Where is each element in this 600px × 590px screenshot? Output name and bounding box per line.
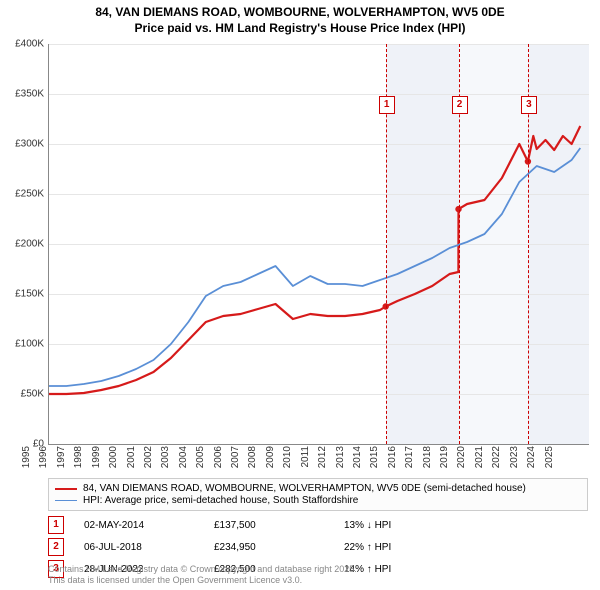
- y-tick-label: £400K: [0, 39, 44, 50]
- x-tick-label: 2021: [474, 446, 485, 478]
- legend-row: 84, VAN DIEMANS ROAD, WOMBOURNE, WOLVERH…: [55, 483, 581, 494]
- x-tick-label: 2009: [265, 446, 276, 478]
- x-tick-label: 2016: [387, 446, 398, 478]
- footnote-line-1: Contains HM Land Registry data © Crown c…: [48, 564, 357, 574]
- legend-label: 84, VAN DIEMANS ROAD, WOMBOURNE, WOLVERH…: [83, 483, 526, 494]
- event-date: 06-JUL-2018: [84, 542, 214, 553]
- event-marker-badge: 2: [48, 538, 64, 556]
- x-tick-label: 2014: [352, 446, 363, 478]
- x-tick-label: 2012: [317, 446, 328, 478]
- event-delta: 22% ↑ HPI: [344, 542, 391, 553]
- x-tick-label: 2018: [422, 446, 433, 478]
- x-tick-label: 2013: [335, 446, 346, 478]
- x-tick-label: 1998: [73, 446, 84, 478]
- x-tick-label: 2007: [230, 446, 241, 478]
- x-tick-label: 2008: [247, 446, 258, 478]
- sale-marker-badge: 3: [521, 96, 537, 114]
- title-line-2: Price paid vs. HM Land Registry's House …: [135, 21, 466, 35]
- event-row: 2 06-JUL-2018£234,95022% ↑ HPI: [48, 538, 588, 556]
- x-tick-label: 2020: [456, 446, 467, 478]
- x-tick-label: 1995: [21, 446, 32, 478]
- sale-marker-badge: 2: [452, 96, 468, 114]
- x-tick-label: 2001: [126, 446, 137, 478]
- y-tick-label: £200K: [0, 239, 44, 250]
- sale-marker-badge: 1: [379, 96, 395, 114]
- series-line-property: [49, 126, 580, 394]
- y-tick-label: £100K: [0, 339, 44, 350]
- legend-row: HPI: Average price, semi-detached house,…: [55, 495, 581, 506]
- x-tick-label: 2010: [282, 446, 293, 478]
- legend-swatch: [55, 500, 77, 501]
- x-tick-label: 2022: [491, 446, 502, 478]
- event-price: £234,950: [214, 542, 344, 553]
- footnote: Contains HM Land Registry data © Crown c…: [48, 564, 357, 587]
- series-line-hpi: [49, 148, 580, 386]
- legend-label: HPI: Average price, semi-detached house,…: [83, 495, 358, 506]
- y-tick-label: £350K: [0, 89, 44, 100]
- line-layer: [49, 44, 589, 444]
- title-line-1: 84, VAN DIEMANS ROAD, WOMBOURNE, WOLVERH…: [95, 5, 504, 19]
- y-tick-label: £300K: [0, 139, 44, 150]
- event-delta: 13% ↓ HPI: [344, 520, 391, 531]
- x-tick-label: 2023: [509, 446, 520, 478]
- y-tick-label: £250K: [0, 189, 44, 200]
- event-marker-badge: 1: [48, 516, 64, 534]
- x-tick-label: 2019: [439, 446, 450, 478]
- x-tick-label: 2006: [213, 446, 224, 478]
- footnote-line-2: This data is licensed under the Open Gov…: [48, 575, 302, 585]
- legend: 84, VAN DIEMANS ROAD, WOMBOURNE, WOLVERH…: [48, 478, 588, 511]
- x-tick-label: 1997: [56, 446, 67, 478]
- x-tick-label: 2024: [526, 446, 537, 478]
- y-tick-label: £50K: [0, 389, 44, 400]
- x-tick-label: 2003: [160, 446, 171, 478]
- x-tick-label: 2017: [404, 446, 415, 478]
- x-tick-label: 2025: [544, 446, 555, 478]
- event-price: £137,500: [214, 520, 344, 531]
- chart-title: 84, VAN DIEMANS ROAD, WOMBOURNE, WOLVERH…: [0, 0, 600, 36]
- y-tick-label: £150K: [0, 289, 44, 300]
- plot-region: 1 2 3: [48, 44, 589, 445]
- x-tick-label: 2015: [369, 446, 380, 478]
- legend-swatch: [55, 488, 77, 490]
- event-date: 02-MAY-2014: [84, 520, 214, 531]
- chart-area: 1 2 3: [48, 44, 588, 444]
- event-row: 1 02-MAY-2014£137,50013% ↓ HPI: [48, 516, 588, 534]
- x-tick-label: 2011: [300, 446, 311, 478]
- x-tick-label: 2000: [108, 446, 119, 478]
- x-tick-label: 1999: [91, 446, 102, 478]
- x-tick-label: 2002: [143, 446, 154, 478]
- x-tick-label: 1996: [38, 446, 49, 478]
- x-tick-label: 2005: [195, 446, 206, 478]
- x-tick-label: 2004: [178, 446, 189, 478]
